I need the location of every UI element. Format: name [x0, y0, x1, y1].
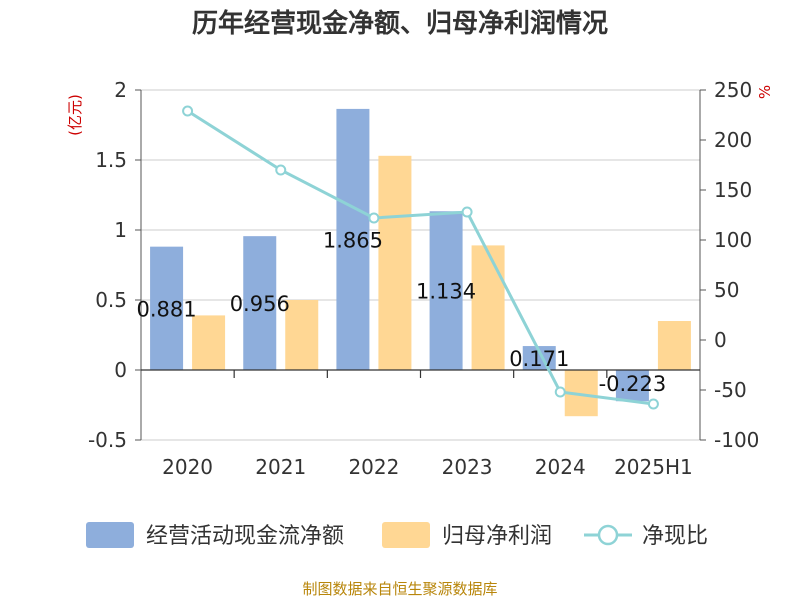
right-tick-label-3: 50: [714, 278, 739, 302]
profit-bar-2025H1: [657, 321, 691, 370]
cashflow-label-2023: 1.134: [416, 280, 476, 304]
cashflow-bar-2023: [429, 211, 463, 370]
cashflow-label-2024: 0.171: [509, 347, 569, 371]
x-tick-label-2021: 2021: [255, 455, 306, 479]
right-tick-label-7: 250: [714, 78, 752, 102]
legend-swatch-ratio-marker: [597, 524, 619, 546]
source-note: 制图数据来自恒生聚源数据库: [302, 580, 497, 598]
x-tick-label-2020: 2020: [162, 455, 213, 479]
x-tick-label-2023: 2023: [442, 455, 493, 479]
legend: 经营活动现金流净额 归母净利润 净现比: [86, 522, 708, 549]
legend-label-cashflow: 经营活动现金流净额: [146, 524, 344, 549]
right-tick-label-1: -50: [714, 378, 747, 402]
legend-swatch-cashflow: [86, 522, 134, 548]
legend-label-ratio: 净现比: [642, 524, 708, 549]
x-tick-label-2024: 2024: [535, 455, 586, 479]
data-labels: 0.881 0.956 1.865 1.134 0.171 -0.223: [137, 228, 667, 396]
ratio-point-2021: [275, 164, 287, 176]
cashflow-label-2021: 0.956: [230, 292, 290, 316]
right-tick-label-4: 100: [714, 228, 752, 252]
ratio-point-2020: [182, 105, 194, 117]
left-axis: -0.5 0 0.5 1 1.5 2: [88, 78, 142, 452]
x-axis: 2020 2021 2022 2023 2024 2025H1: [141, 369, 700, 479]
left-tick-label-1: 0: [114, 358, 127, 382]
cashflow-bar-2021: [243, 236, 277, 370]
chart-title: 历年经营现金净额、归母净利润情况: [192, 8, 608, 39]
cashflow-bar-2025H1: [615, 370, 649, 402]
ratio-line: [186, 109, 654, 406]
profit-bar-2022: [378, 155, 412, 370]
right-tick-label-5: 150: [714, 178, 752, 202]
left-tick-label-2: 0.5: [95, 288, 127, 312]
cashflow-bar-2024: [522, 346, 556, 370]
x-tick-label-2022: 2022: [348, 455, 399, 479]
right-axis: -100 -50 0 50 100 150 200 250: [699, 78, 759, 452]
left-tick-label-3: 1: [114, 218, 127, 242]
bar-series: [150, 108, 691, 417]
left-tick-label-5: 2: [114, 78, 127, 102]
legend-label-profit: 归母净利润: [442, 524, 552, 549]
left-tick-label-0: -0.5: [88, 428, 127, 452]
ratio-point-2025H1: [647, 398, 659, 410]
ratio-point-2022: [368, 212, 380, 224]
right-tick-label-0: -100: [714, 428, 759, 452]
left-axis-unit: (亿元): [66, 94, 84, 136]
cashflow-bar-2022: [336, 108, 370, 371]
x-tick-label-2025H1: 2025H1: [614, 455, 693, 479]
profit-bar-2021: [285, 300, 319, 370]
right-axis-unit: %: [756, 85, 774, 99]
cashflow-label-2025H1: -0.223: [599, 372, 667, 396]
legend-swatch-profit: [382, 522, 430, 548]
profit-bar-2023: [471, 245, 505, 370]
left-tick-label-4: 1.5: [95, 148, 127, 172]
cashflow-label-2020: 0.881: [137, 297, 197, 321]
right-tick-label-6: 200: [714, 128, 752, 152]
cashflow-label-2022: 1.865: [323, 228, 383, 252]
profit-bar-2020: [192, 315, 226, 370]
cashflow-bar-2020: [150, 246, 184, 370]
ratio-line-series: [182, 105, 659, 410]
right-tick-label-2: 0: [714, 328, 727, 352]
ratio-point-2024: [554, 386, 566, 398]
ratio-point-2023: [461, 206, 473, 218]
